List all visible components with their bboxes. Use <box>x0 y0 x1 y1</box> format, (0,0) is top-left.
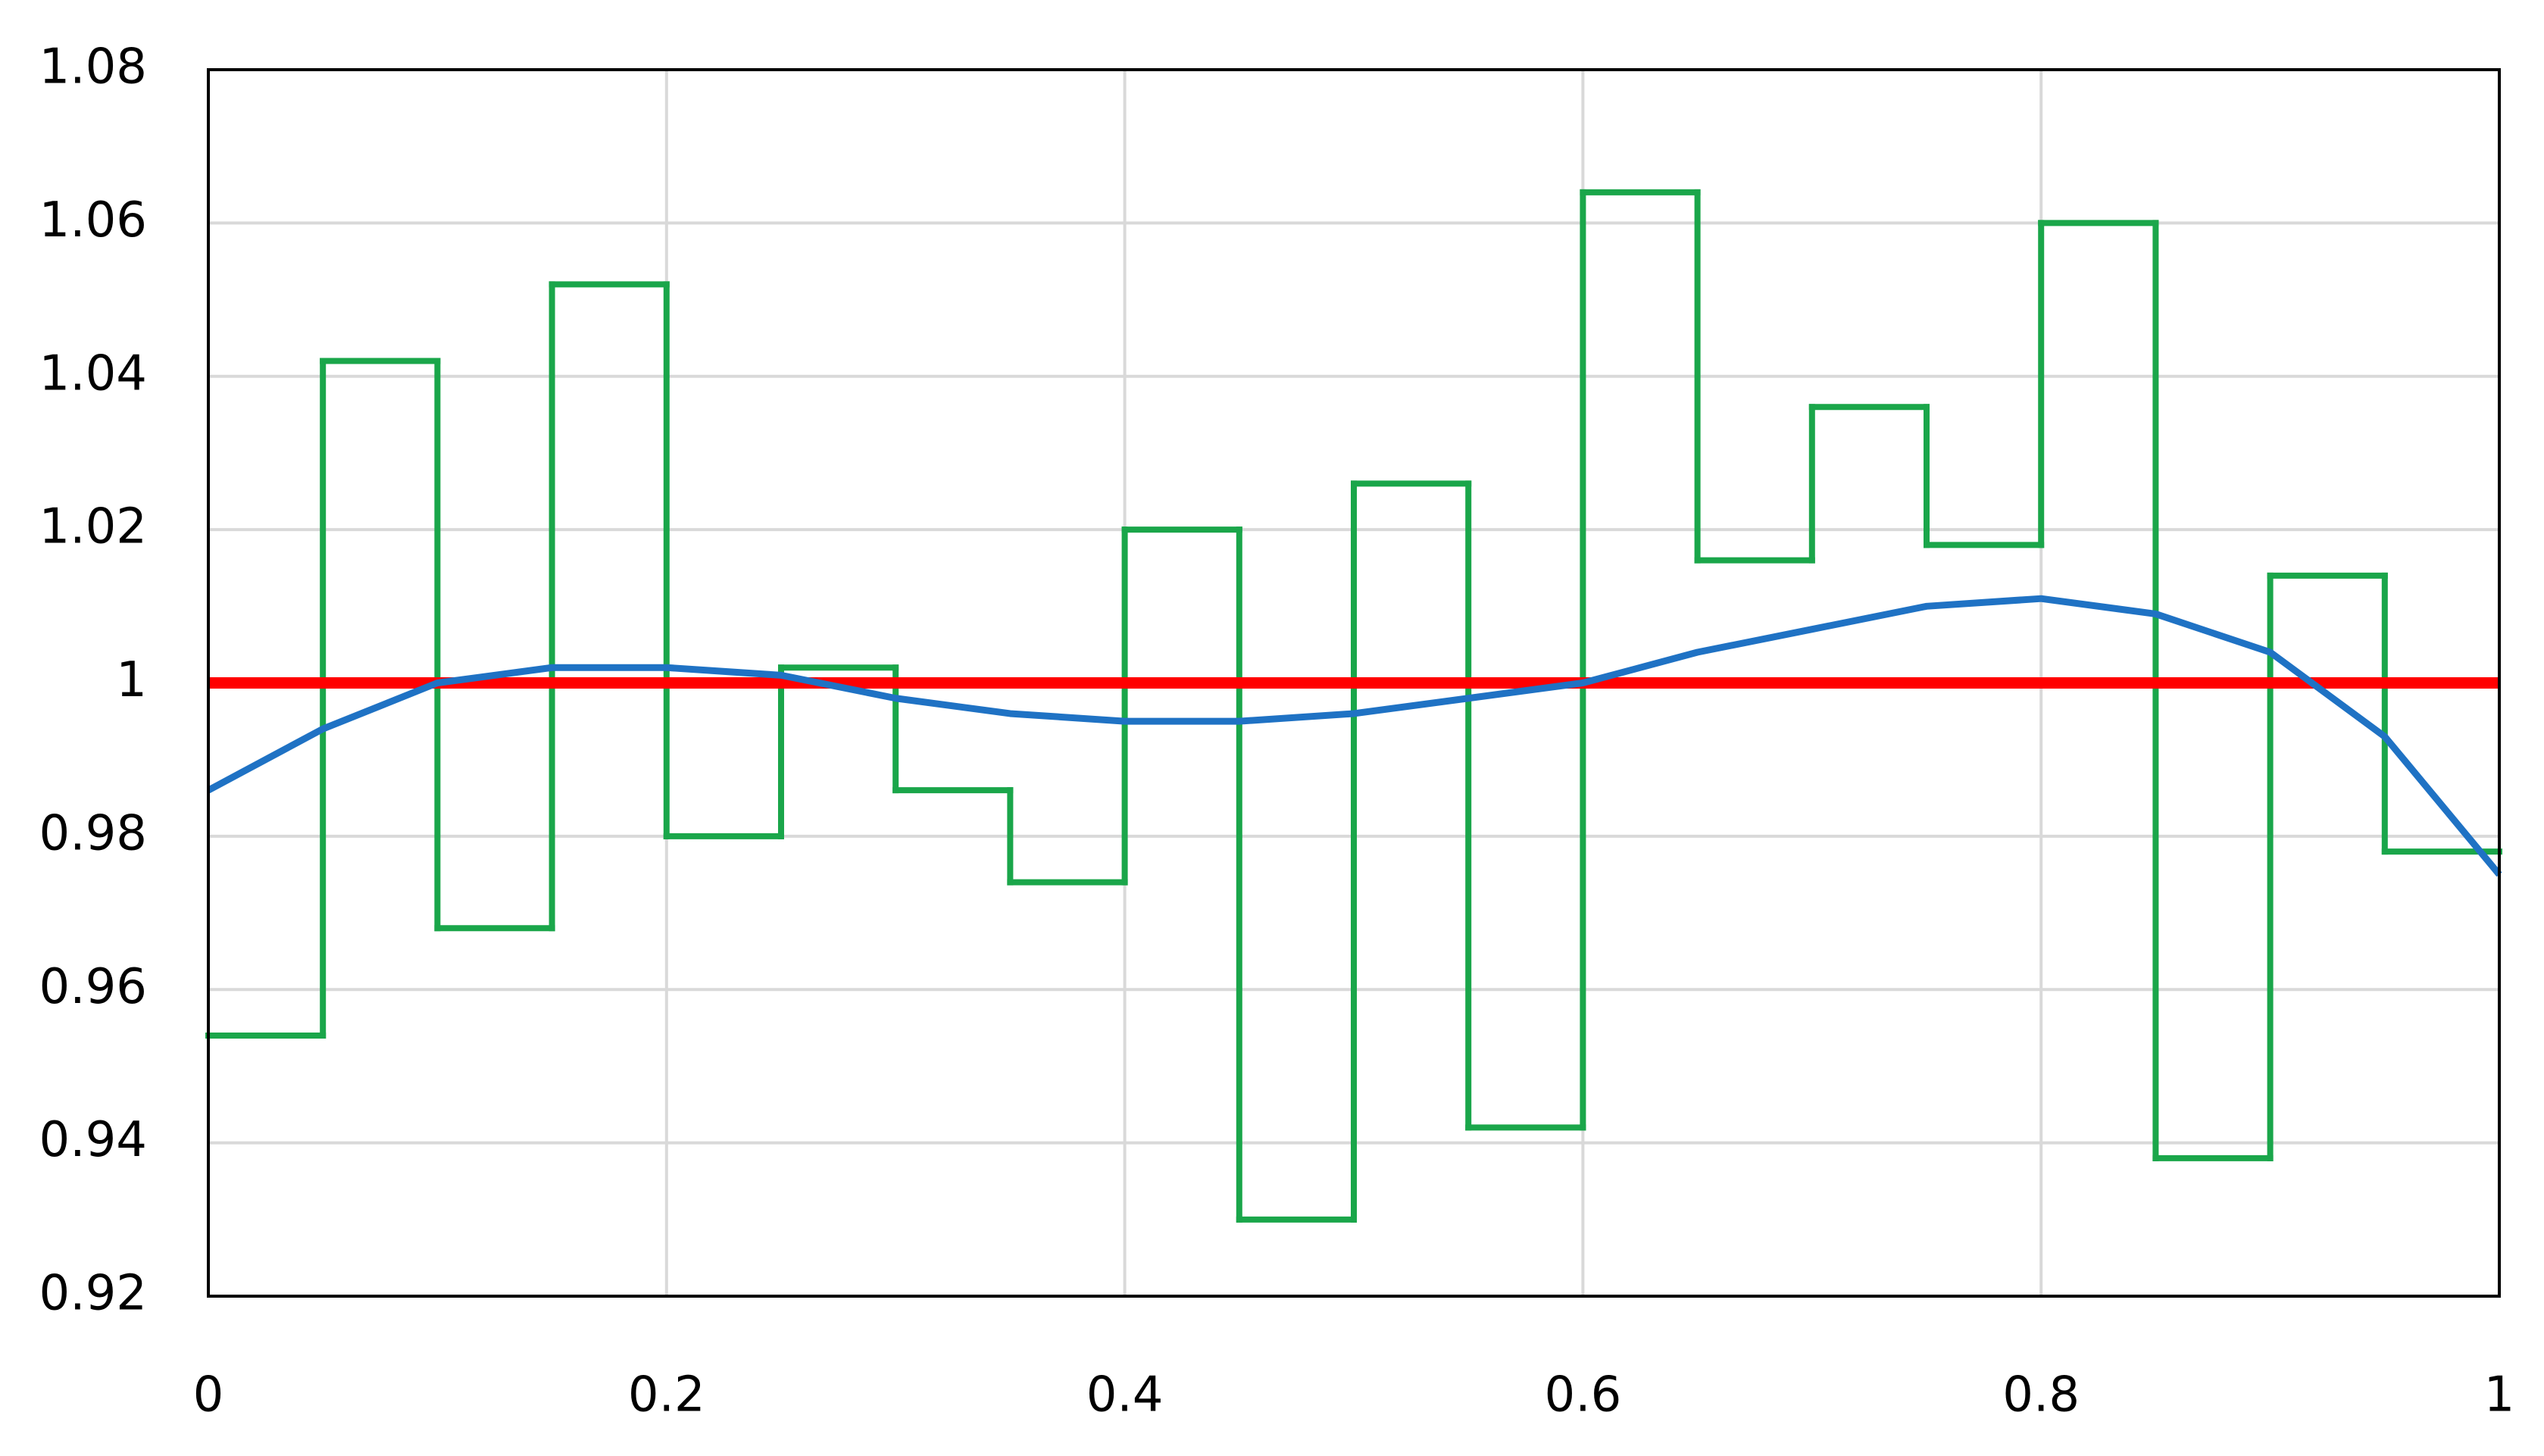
y-tick-label: 1.06 <box>39 192 148 248</box>
y-tick-label: 1.04 <box>39 345 148 401</box>
x-tick-label: 0.2 <box>628 1367 705 1423</box>
plot-border <box>207 68 2501 1298</box>
y-tick-label: 0.94 <box>39 1112 148 1168</box>
x-tick-label: 0 <box>193 1367 224 1423</box>
y-tick-label: 0.98 <box>39 805 148 861</box>
x-tick-label: 0.4 <box>1086 1367 1164 1423</box>
x-tick-label: 0.8 <box>2002 1367 2080 1423</box>
x-tick-label: 1 <box>2484 1367 2515 1423</box>
x-tick-label: 0.6 <box>1545 1367 1622 1423</box>
line-series <box>206 595 2502 877</box>
y-tick-label: 1.02 <box>39 499 148 555</box>
y-tick-label: 1 <box>116 652 147 708</box>
y-tick-label: 1.08 <box>39 39 148 95</box>
y-tick-label: 0.92 <box>39 1266 148 1322</box>
y-tick-label: 0.96 <box>39 959 148 1015</box>
